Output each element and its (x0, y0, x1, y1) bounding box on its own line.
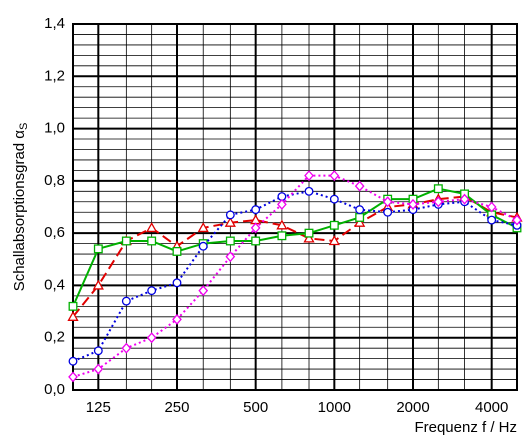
marker (224, 216, 236, 227)
marker (433, 196, 444, 208)
marker (93, 244, 103, 254)
marker (304, 186, 314, 196)
marker (93, 363, 104, 375)
marker (354, 180, 365, 192)
marker (92, 279, 104, 290)
marker (383, 207, 393, 217)
series-line (72, 174, 518, 378)
marker (198, 285, 209, 297)
marker (93, 346, 103, 356)
marker (251, 236, 261, 246)
x-tick-label: 125 (86, 399, 111, 416)
marker (68, 301, 78, 311)
marker (121, 296, 131, 306)
y-axis-label: Schallabsorptionsgrad αS (11, 123, 30, 292)
y-tick-label: 0,6 (44, 224, 65, 241)
y-tick-label: 1,4 (44, 15, 65, 32)
marker (276, 219, 288, 230)
series-line (72, 195, 518, 318)
marker (304, 170, 314, 182)
marker (146, 222, 158, 233)
marker (121, 342, 132, 354)
marker (172, 246, 182, 256)
y-tick-label: 0,2 (44, 329, 65, 346)
marker (147, 236, 157, 246)
marker (355, 213, 365, 222)
marker (355, 205, 365, 215)
x-tick-label: 250 (164, 399, 189, 416)
marker (304, 228, 314, 238)
marker (172, 278, 182, 288)
x-tick-label: 2000 (396, 399, 429, 416)
y-tick-label: 0,8 (44, 172, 65, 189)
marker (459, 193, 470, 205)
plot-frame (72, 23, 518, 391)
marker (68, 371, 78, 383)
marker (382, 196, 393, 208)
marker (329, 170, 340, 182)
marker (486, 201, 497, 213)
marker (408, 198, 418, 210)
marker (198, 241, 208, 251)
marker (354, 216, 366, 227)
y-axis-label-main: Schallabsorptionsgrad α (11, 130, 28, 292)
series-line (72, 187, 518, 307)
x-axis-label: Frequenz f / Hz (414, 419, 517, 436)
marker (277, 198, 287, 210)
y-tick-label: 0,0 (44, 381, 65, 398)
marker (251, 205, 261, 215)
x-tick-label: 4000 (475, 399, 508, 416)
x-tick-label: 1000 (318, 399, 351, 416)
marker (277, 231, 287, 241)
marker (121, 236, 131, 246)
marker (329, 220, 339, 230)
marker (197, 222, 209, 233)
marker (433, 184, 443, 194)
y-tick-label: 0,4 (44, 276, 65, 293)
y-tick-label: 1,0 (44, 120, 65, 137)
marker (225, 236, 235, 246)
y-tick-label: 1,2 (44, 67, 65, 84)
series-line (72, 190, 518, 363)
marker (225, 210, 235, 220)
marker (303, 232, 315, 243)
marker (67, 310, 79, 321)
x-tick-label: 500 (243, 399, 268, 416)
marker (147, 286, 157, 296)
marker (250, 222, 261, 234)
marker (172, 313, 182, 325)
marker (512, 214, 522, 226)
marker (329, 194, 339, 204)
y-axis-label-sub: S (18, 123, 30, 130)
marker (328, 235, 340, 246)
marker (487, 215, 497, 225)
marker (146, 332, 157, 344)
marker (68, 356, 78, 366)
marker (225, 251, 236, 263)
